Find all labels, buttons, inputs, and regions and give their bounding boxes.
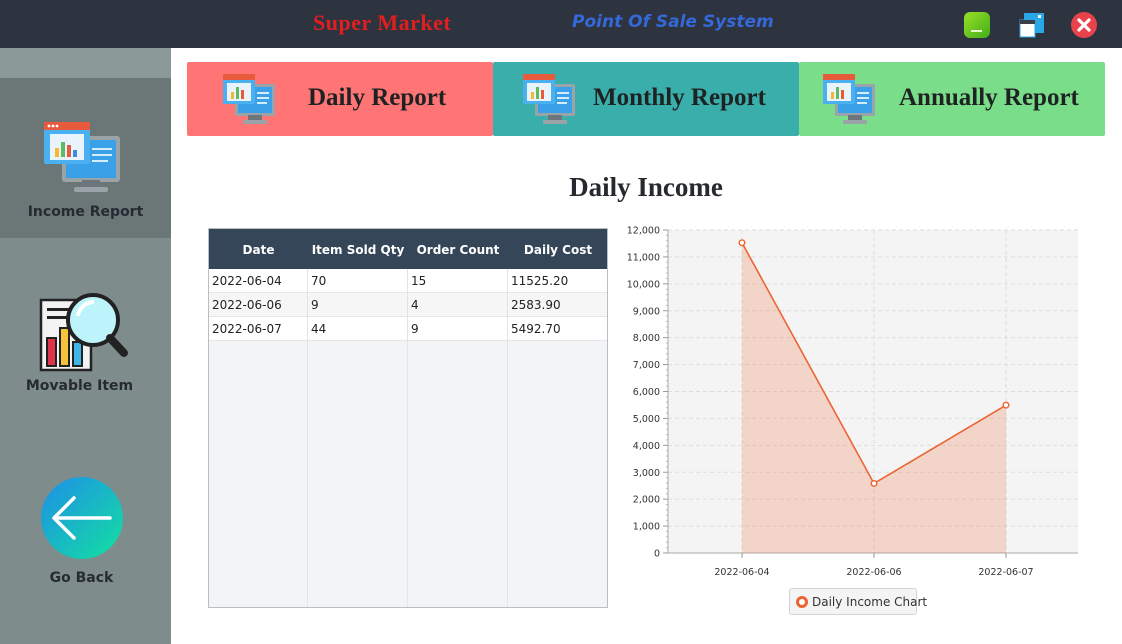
daily-report-button[interactable]: Daily Report xyxy=(187,62,493,136)
x-tick-label: 2022-06-06 xyxy=(846,567,901,578)
minimize-button[interactable] xyxy=(963,11,991,39)
y-tick-label: 3,000 xyxy=(633,468,660,479)
legend-marker xyxy=(796,596,808,608)
cell-item-sold-qty: 70 xyxy=(308,269,408,293)
column-header-date[interactable]: Date xyxy=(242,243,275,257)
maximize-icon xyxy=(1019,13,1044,38)
chart-legend[interactable]: Daily Income Chart xyxy=(789,588,927,615)
y-tick-label: 4,000 xyxy=(633,441,660,452)
close-icon xyxy=(1071,12,1097,38)
monthly-report-label: Monthly Report xyxy=(593,84,766,111)
table-row[interactable]: 2022-06-06 9 4 2583.90 xyxy=(209,293,607,317)
income-report-icon xyxy=(44,122,120,192)
cell-daily-cost: 5492.70 xyxy=(511,322,561,336)
page-title: Daily Income xyxy=(569,172,723,202)
y-tick-label: 7,000 xyxy=(633,360,660,371)
y-tick-label: 6,000 xyxy=(633,387,660,398)
daily-income-chart: 0 1,000 2,000 3,000 4,000 5,000 6,000 7,000 8,00… xyxy=(627,226,1078,578)
app-subtitle: Point Of Sale System xyxy=(572,12,774,32)
x-tick-label: 2022-06-04 xyxy=(714,567,769,578)
data-point xyxy=(870,479,878,487)
cell-item-sold-qty: 44 xyxy=(308,317,408,341)
cell-order-count: 4 xyxy=(408,293,508,317)
y-tick-label: 1,000 xyxy=(633,522,660,533)
title-bar: Super Market Point Of Sale System xyxy=(0,0,1122,48)
daily-report-label: Daily Report xyxy=(308,84,447,111)
table-header: Date Item Sold Qty Order Count Daily Cos… xyxy=(209,229,607,269)
cell-daily-cost: 11525.20 xyxy=(511,274,569,288)
movable-item-icon xyxy=(39,293,128,372)
y-tick-label: 0 xyxy=(654,549,660,560)
report-icon xyxy=(223,74,275,124)
report-icon xyxy=(823,74,875,124)
close-button[interactable] xyxy=(1070,11,1098,39)
legend-label: Daily Income Chart xyxy=(812,595,928,609)
sidebar-item-income-report[interactable]: Income Report xyxy=(0,78,171,238)
y-tick-label: 10,000 xyxy=(627,279,660,290)
annually-report-button[interactable]: Annually Report xyxy=(799,62,1105,136)
cell-date: 2022-06-07 xyxy=(209,317,308,341)
cell-order-count: 15 xyxy=(408,269,508,293)
income-table: Date Item Sold Qty Order Count Daily Cos… xyxy=(208,228,608,608)
table-row[interactable]: 2022-06-07 44 9 5492.70 xyxy=(209,317,607,341)
report-icon xyxy=(523,74,575,124)
sidebar-item-label: Movable Item xyxy=(25,378,134,394)
back-arrow-icon xyxy=(41,477,123,559)
maximize-button[interactable] xyxy=(1018,11,1046,39)
sidebar: Income Report Movable Item Go Back xyxy=(0,48,171,644)
monthly-report-button[interactable]: Monthly Report xyxy=(493,62,799,136)
minimize-icon xyxy=(964,12,990,38)
column-header-item-sold-qty[interactable]: Item Sold Qty xyxy=(311,243,405,257)
cell-item-sold-qty: 9 xyxy=(308,293,408,317)
column-header-order-count[interactable]: Order Count xyxy=(416,243,500,257)
app-title: Super Market xyxy=(313,10,452,35)
y-tick-label: 2,000 xyxy=(633,495,660,506)
data-point xyxy=(1002,401,1010,409)
y-tick-label: 12,000 xyxy=(627,226,660,237)
y-tick-label: 8,000 xyxy=(633,333,660,344)
sidebar-item-label: Go Back xyxy=(49,570,114,586)
series-area xyxy=(742,242,1006,553)
data-point xyxy=(738,239,746,247)
column-header-daily-cost[interactable]: Daily Cost xyxy=(523,243,593,257)
sidebar-item-go-back[interactable]: Go Back xyxy=(0,458,171,598)
y-tick-label: 9,000 xyxy=(633,306,660,317)
cell-daily-cost: 2583.90 xyxy=(511,298,561,312)
cell-date: 2022-06-04 xyxy=(209,269,308,293)
table-row[interactable]: 2022-06-04 70 15 11525.20 xyxy=(209,269,607,293)
y-tick-label: 5,000 xyxy=(633,414,660,425)
cell-date: 2022-06-06 xyxy=(209,293,308,317)
annually-report-label: Annually Report xyxy=(899,84,1079,111)
sidebar-item-label: Income Report xyxy=(27,204,144,220)
x-tick-label: 2022-06-07 xyxy=(978,567,1033,578)
y-tick-label: 11,000 xyxy=(627,252,660,263)
sidebar-item-movable-item[interactable]: Movable Item xyxy=(0,238,171,413)
cell-order-count: 9 xyxy=(408,317,508,341)
